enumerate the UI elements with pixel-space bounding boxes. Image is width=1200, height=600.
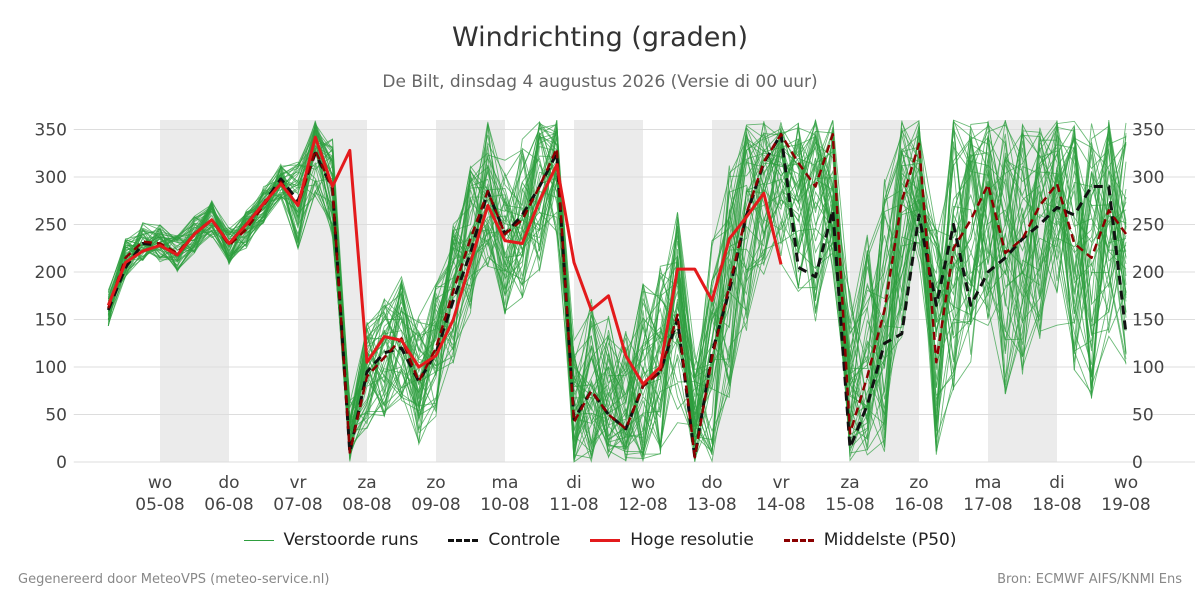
main-series <box>106 132 1128 459</box>
x-tick-day: di <box>566 473 582 493</box>
x-tick-date: 14-08 <box>756 495 805 515</box>
x-tick-day: zo <box>909 473 928 493</box>
y-tick-label-right: 300 <box>1132 168 1164 188</box>
x-tick-date: 11-08 <box>549 495 598 515</box>
footer-source: Bron: ECMWF AIFS/KNMI Ens <box>997 572 1182 587</box>
y-tick-label-right: 0 <box>1132 453 1143 473</box>
x-tick-date: 19-08 <box>1101 495 1150 515</box>
y-tick-label-left: 200 <box>35 263 67 283</box>
x-tick-date: 18-08 <box>1032 495 1081 515</box>
legend-item-ensemble: Verstoorde runs <box>243 530 419 550</box>
x-tick-date: 12-08 <box>618 495 667 515</box>
x-tick-day: wo <box>1114 473 1138 493</box>
x-tick-date: 09-08 <box>411 495 460 515</box>
legend-swatch-hires <box>590 538 621 542</box>
x-tick-day: vr <box>289 473 306 493</box>
legend-item-hires: Hoge resolutie <box>590 530 754 550</box>
x-tick-date: 15-08 <box>825 495 874 515</box>
x-tick-date: 08-08 <box>342 495 391 515</box>
x-tick-day: wo <box>148 473 172 493</box>
ensemble-run <box>107 124 1127 458</box>
y-tick-label-left: 350 <box>35 121 67 141</box>
x-tick-day: wo <box>631 473 655 493</box>
x-tick-day: ma <box>492 473 519 493</box>
axis-labels: 0 0 50 50 100 100 150 150 200 200 250 250 300 300 350 3… <box>35 121 1165 516</box>
legend-label-control: Controle <box>488 530 561 550</box>
x-tick-date: 07-08 <box>273 495 322 515</box>
x-tick-day: za <box>840 473 859 493</box>
x-tick-day: ma <box>975 473 1002 493</box>
ensemble-run <box>107 120 1127 457</box>
x-tick-date: 10-08 <box>480 495 529 515</box>
legend-item-median: Middelste (P50) <box>783 530 957 550</box>
weekend-band <box>160 120 229 462</box>
x-tick-day: vr <box>772 473 789 493</box>
legend-label-median: Middelste (P50) <box>823 530 957 550</box>
x-tick-date: 06-08 <box>204 495 253 515</box>
x-tick-day: do <box>701 473 722 493</box>
legend: Verstoorde runs Controle Hoge resolutie … <box>0 530 1200 550</box>
x-tick-day: zo <box>426 473 445 493</box>
y-tick-label-left: 0 <box>56 453 67 473</box>
legend-swatch-ensemble <box>243 539 274 541</box>
ensemble-run <box>107 120 1127 456</box>
x-tick-day: do <box>218 473 239 493</box>
x-tick-date: 05-08 <box>135 495 184 515</box>
legend-swatch-control <box>448 538 479 542</box>
legend-item-control: Controle <box>448 530 560 550</box>
legend-label-ensemble: Verstoorde runs <box>283 530 419 550</box>
x-tick-day: di <box>1049 473 1065 493</box>
chart-subtitle: De Bilt, dinsdag 4 augustus 2026 (Versie… <box>382 72 818 92</box>
y-tick-label-right: 200 <box>1132 263 1164 283</box>
y-tick-label-right: 100 <box>1132 358 1164 378</box>
x-tick-date: 16-08 <box>894 495 943 515</box>
y-tick-label-left: 150 <box>35 311 67 331</box>
ensemble-run <box>107 120 1127 448</box>
y-tick-label-right: 250 <box>1132 216 1164 236</box>
y-tick-label-right: 350 <box>1132 121 1164 141</box>
x-tick-date: 13-08 <box>687 495 736 515</box>
y-tick-label-left: 300 <box>35 168 67 188</box>
footer-generated-by: Gegenereerd door MeteoVPS (meteo-service… <box>18 572 330 587</box>
y-tick-label-left: 100 <box>35 358 67 378</box>
y-tick-label-right: 150 <box>1132 311 1164 331</box>
ensemble-run <box>107 120 1127 463</box>
y-tick-label-left: 250 <box>35 216 67 236</box>
y-tick-label-right: 50 <box>1132 406 1154 426</box>
legend-swatch-median <box>783 538 814 542</box>
control-line <box>106 132 1128 459</box>
hires-line <box>106 135 783 386</box>
y-tick-label-left: 50 <box>45 406 67 426</box>
x-tick-date: 17-08 <box>963 495 1012 515</box>
ensemble-run <box>107 120 1127 461</box>
x-tick-day: za <box>357 473 376 493</box>
chart-title: Windrichting (graden) <box>451 22 749 53</box>
ensemble-run <box>107 121 1127 441</box>
legend-label-hires: Hoge resolutie <box>630 530 754 550</box>
